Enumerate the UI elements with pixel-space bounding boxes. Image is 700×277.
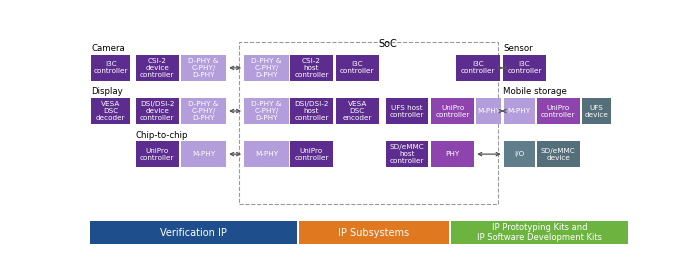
Bar [430,141,474,167]
Text: VESA
DSC
decoder: VESA DSC decoder [96,101,125,121]
Bar [504,98,535,124]
Bar [92,98,130,124]
Bar [136,141,179,167]
Text: IP Prototyping Kits and
IP Software Development Kits: IP Prototyping Kits and IP Software Deve… [477,223,602,242]
Text: UniPro
controller: UniPro controller [140,148,174,161]
Bar [335,98,379,124]
Bar [503,55,546,81]
Text: Verification IP: Verification IP [160,228,227,238]
Text: Mobile storage: Mobile storage [503,87,567,96]
Text: I3C
controller: I3C controller [461,61,496,75]
Text: DSI/DSI-2
device
controller: DSI/DSI-2 device controller [140,101,174,121]
Bar [136,98,179,124]
Text: Camera: Camera [92,44,125,53]
Text: I3C
controller: I3C controller [340,61,374,75]
Bar [181,141,226,167]
Text: M-PHY: M-PHY [477,108,500,114]
Text: UniPro
controller: UniPro controller [294,148,329,161]
Bar [290,55,333,81]
Text: M-PHY: M-PHY [255,151,278,157]
Text: M-PHY: M-PHY [193,151,216,157]
Text: UFS host
controller: UFS host controller [389,104,424,117]
Text: D-PHY &
C-PHY/
D-PHY: D-PHY & C-PHY/ D-PHY [188,101,219,121]
Bar [244,141,289,167]
Bar [386,141,428,167]
Text: I3C
controller: I3C controller [508,61,542,75]
Bar [582,98,610,124]
Bar [504,141,535,167]
Bar [335,55,379,81]
Text: PHY: PHY [445,151,460,157]
Text: VESA
DSC
encoder: VESA DSC encoder [342,101,372,121]
Text: CSI-2
device
controller: CSI-2 device controller [140,58,174,78]
Bar [451,221,628,244]
Bar [456,55,500,81]
Bar [181,55,226,81]
Bar [136,55,179,81]
Bar [299,221,449,244]
Text: DSI/DSI-2
host
controller: DSI/DSI-2 host controller [294,101,329,121]
Text: Sensor: Sensor [503,44,533,53]
Bar [290,98,333,124]
Text: Display: Display [92,87,123,96]
Bar [90,221,297,244]
Text: I3C
controller: I3C controller [94,61,128,75]
Bar [244,55,289,81]
Bar [239,42,498,204]
Bar [181,98,226,124]
Text: D-PHY &
C-PHY/
D-PHY: D-PHY & C-PHY/ D-PHY [251,101,282,121]
Bar [476,98,501,124]
Text: Chip-to-chip: Chip-to-chip [136,130,188,140]
Text: UniPro
controller: UniPro controller [435,104,470,117]
Bar [244,98,289,124]
Bar [537,141,580,167]
Bar [430,98,474,124]
Text: M-PHY: M-PHY [508,108,531,114]
Text: SoC: SoC [379,39,398,49]
Bar [92,55,130,81]
Text: SD/eMMC
host
controller: SD/eMMC host controller [389,144,424,164]
Text: SD/eMMC
device: SD/eMMC device [541,148,575,161]
Text: D-PHY &
C-PHY/
D-PHY: D-PHY & C-PHY/ D-PHY [188,58,219,78]
Text: UFS
device: UFS device [584,104,608,117]
Text: CSI-2
host
controller: CSI-2 host controller [294,58,329,78]
Text: IP Subsystems: IP Subsystems [338,228,409,238]
Text: UniPro
controller: UniPro controller [541,104,575,117]
Text: D-PHY &
C-PHY/
D-PHY: D-PHY & C-PHY/ D-PHY [251,58,282,78]
Bar [386,98,428,124]
Bar [537,98,580,124]
Text: I/O: I/O [514,151,524,157]
Bar [290,141,333,167]
